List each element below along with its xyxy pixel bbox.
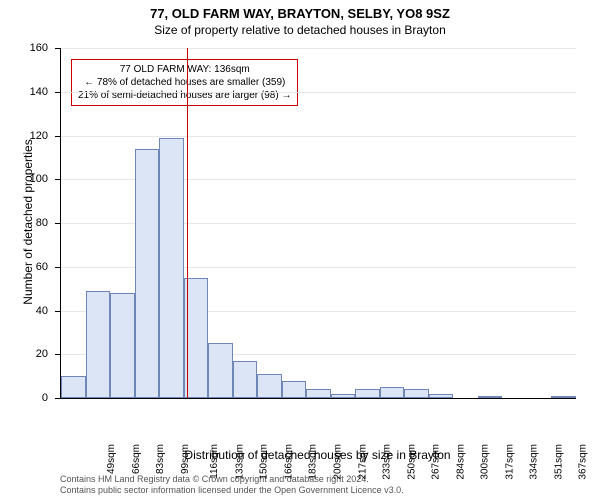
x-tick-label: 166sqm <box>284 444 295 480</box>
histogram-bar <box>257 374 282 398</box>
histogram-bar <box>478 396 503 398</box>
histogram-bar <box>429 394 454 398</box>
y-tick <box>55 223 61 224</box>
x-tick-label: 334sqm <box>529 444 540 480</box>
x-tick-label: 116sqm <box>209 444 220 479</box>
y-tick-label: 80 <box>36 217 48 229</box>
grid-line <box>61 48 576 49</box>
y-tick-label: 0 <box>42 392 48 404</box>
histogram-bar <box>331 394 356 398</box>
histogram-bar <box>404 389 429 398</box>
y-tick <box>55 398 61 399</box>
y-tick <box>55 311 61 312</box>
histogram-bar <box>86 291 111 398</box>
y-tick-label: 40 <box>36 305 48 317</box>
plot-area: 77 OLD FARM WAY: 136sqm ← 78% of detache… <box>60 48 576 399</box>
y-tick-label: 60 <box>36 261 48 273</box>
histogram-bar <box>282 381 307 399</box>
y-tick <box>55 92 61 93</box>
footer-line1: Contains HM Land Registry data © Crown c… <box>60 474 404 485</box>
y-tick-label: 120 <box>30 130 48 142</box>
page-title: 77, OLD FARM WAY, BRAYTON, SELBY, YO8 9S… <box>0 0 600 21</box>
histogram-bar <box>135 149 160 398</box>
y-tick-label: 100 <box>30 173 48 185</box>
x-tick-label: 300sqm <box>480 444 491 480</box>
y-tick <box>55 136 61 137</box>
histogram-bar <box>159 138 184 398</box>
histogram-bar <box>355 389 380 398</box>
x-tick-label: 183sqm <box>308 444 319 480</box>
histogram-bar <box>306 389 331 398</box>
x-tick-label: 284sqm <box>455 444 466 480</box>
y-tick <box>55 179 61 180</box>
histogram-bar <box>380 387 405 398</box>
x-tick-label: 317sqm <box>504 444 515 480</box>
grid-line <box>61 92 576 93</box>
histogram-bar <box>551 396 576 398</box>
x-tick-label: 150sqm <box>259 444 270 480</box>
histogram-bar <box>233 361 258 398</box>
chart-container: 77, OLD FARM WAY, BRAYTON, SELBY, YO8 9S… <box>0 0 600 500</box>
histogram-bar <box>61 376 86 398</box>
footer-attribution: Contains HM Land Registry data © Crown c… <box>60 474 404 496</box>
histogram-bar <box>110 293 135 398</box>
y-tick <box>55 267 61 268</box>
infobox-line2: ← 78% of detached houses are smaller (35… <box>78 76 291 89</box>
grid-line <box>61 136 576 137</box>
y-tick-label: 20 <box>36 348 48 360</box>
y-tick-label: 160 <box>30 42 48 54</box>
infobox-line1: 77 OLD FARM WAY: 136sqm <box>78 63 291 76</box>
x-tick-label: 367sqm <box>578 444 589 480</box>
y-tick-label: 140 <box>30 86 48 98</box>
x-tick-label: 83sqm <box>155 444 166 474</box>
x-tick-label: 49sqm <box>106 444 117 474</box>
x-tick-label: 217sqm <box>357 444 368 480</box>
x-tick-label: 133sqm <box>234 444 245 480</box>
x-tick-label: 250sqm <box>406 444 417 480</box>
x-tick-label: 351sqm <box>553 444 564 480</box>
footer-line2: Contains public sector information licen… <box>60 485 404 496</box>
histogram-bar <box>208 343 233 398</box>
x-tick-label: 200sqm <box>333 444 344 480</box>
y-tick <box>55 354 61 355</box>
x-tick-label: 267sqm <box>431 444 442 480</box>
x-tick-label: 99sqm <box>180 444 191 474</box>
y-tick <box>55 48 61 49</box>
x-tick-label: 66sqm <box>131 444 142 474</box>
reference-infobox: 77 OLD FARM WAY: 136sqm ← 78% of detache… <box>71 59 298 106</box>
x-tick-label: 233sqm <box>382 444 393 480</box>
page-subtitle: Size of property relative to detached ho… <box>0 21 600 39</box>
reference-line <box>187 48 188 398</box>
